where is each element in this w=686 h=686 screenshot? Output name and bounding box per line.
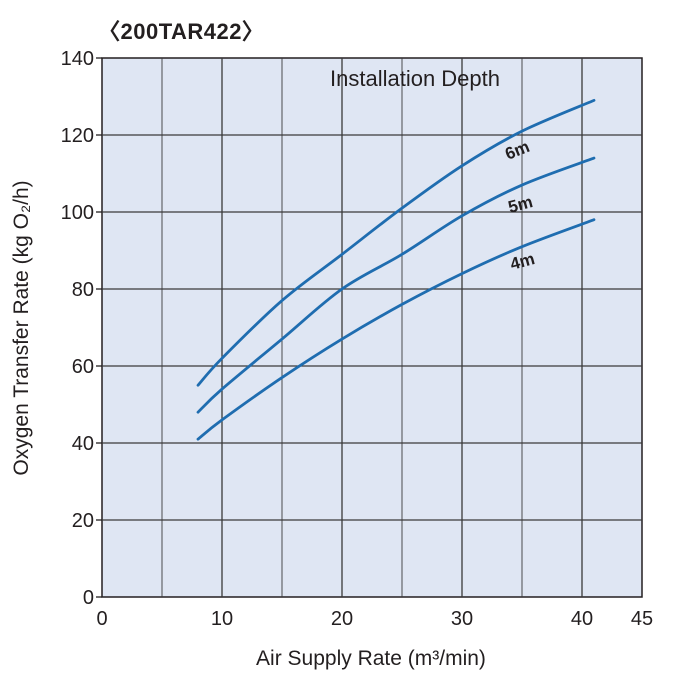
y-tick-label: 20 bbox=[72, 510, 94, 532]
y-axis-label: Oxygen Transfer Rate (kg O₂/h) bbox=[10, 180, 33, 475]
x-axis-label: Air Supply Rate (m³/min) bbox=[256, 647, 486, 670]
series-line-4m bbox=[196, 218, 596, 441]
y-tick-label: 40 bbox=[72, 433, 94, 455]
series-line-5m bbox=[196, 156, 596, 414]
x-tick-label: 20 bbox=[331, 608, 353, 630]
y-tick-label: 60 bbox=[72, 356, 94, 378]
plot-area bbox=[101, 57, 643, 598]
y-tick-label: 140 bbox=[61, 48, 94, 70]
x-tick-label: 10 bbox=[211, 608, 233, 630]
x-tick-label: 0 bbox=[96, 608, 107, 630]
y-tick-label: 120 bbox=[61, 125, 94, 147]
series-line-6m bbox=[196, 98, 596, 387]
x-tick-label: 45 bbox=[631, 608, 653, 630]
grid-lines bbox=[102, 58, 642, 597]
y-tick-label: 0 bbox=[83, 587, 94, 609]
axis-ticks: 0 20 40 60 80 100 120 140 0 10 20 30 40 45 bbox=[61, 48, 654, 630]
chart-title: 〈200TAR422〉 bbox=[98, 19, 265, 44]
x-tick-label: 40 bbox=[571, 608, 593, 630]
legend-title: Installation Depth bbox=[330, 66, 500, 91]
y-tick-label: 80 bbox=[72, 279, 94, 301]
x-tick-label: 30 bbox=[451, 608, 473, 630]
y-tick-label: 100 bbox=[61, 202, 94, 224]
